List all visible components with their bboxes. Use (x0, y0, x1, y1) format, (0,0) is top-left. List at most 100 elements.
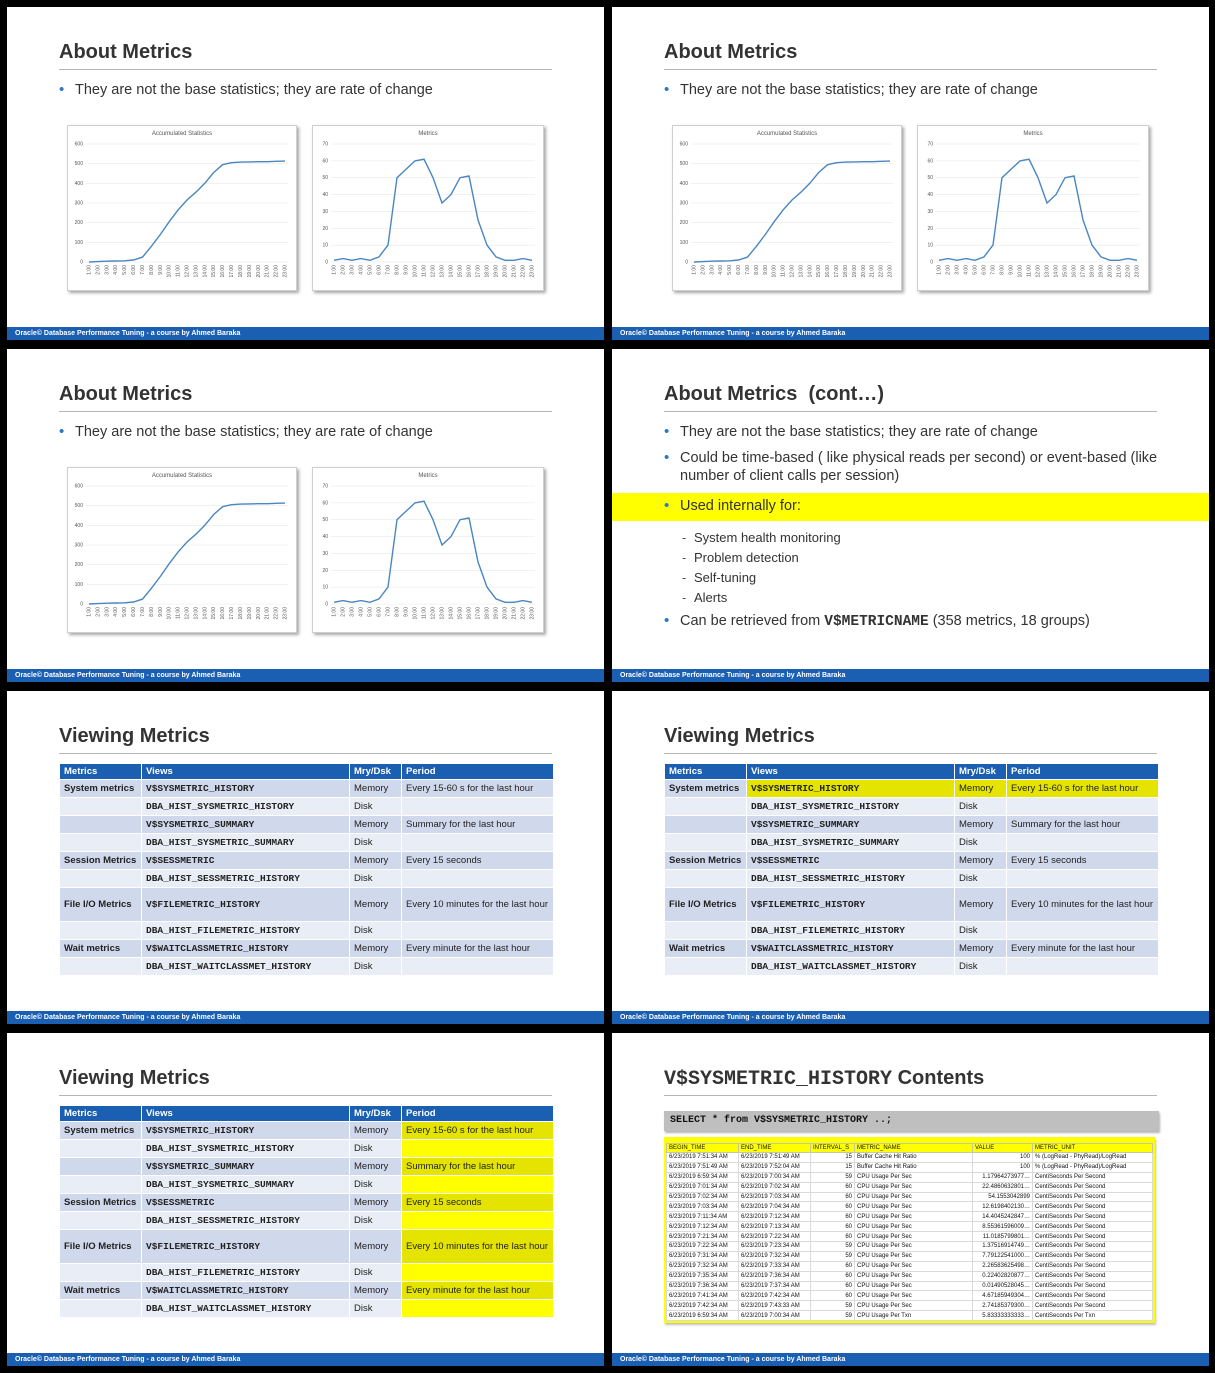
slide-title: V$SYSMETRIC_HISTORY Contents (664, 1067, 984, 1091)
x-tick-label: 1:00 (87, 607, 93, 617)
slide-title: About Metrics (cont…) (664, 383, 884, 405)
bullet-list: They are not the base statistics; they a… (59, 81, 564, 107)
grid-cell: CentiSeconds Per Txn (1032, 1310, 1153, 1322)
period-cell (401, 1139, 554, 1158)
grid-cell: CPU Usage Per Sec (854, 1201, 973, 1213)
x-tick-label: 12:00 (431, 607, 437, 620)
grid-column-header: INTERVAL_S (810, 1143, 855, 1153)
grid-cell: 6/23/2019 7:31:34 AM (666, 1250, 739, 1262)
chart-svg: Metrics 0 10 20 30 40 50 60 70 1:00 2:00 3:00 4:00 5:… (322, 131, 535, 278)
grid-row: 6/23/2019 6:59:34 AM 6/23/2019 7:00:34 AM… (666, 1310, 1153, 1322)
grid-cell: CPU Usage Per Sec (854, 1260, 973, 1272)
y-tick-label: 60 (927, 158, 933, 164)
column-header: Metrics (59, 1105, 142, 1122)
metrics-views-table: Metrics Views Mry/Dsk Period System metrics V… (664, 763, 1159, 976)
view-name-cell: DBA_HIST_WAITCLASSMET_HISTORY (141, 957, 350, 976)
period-cell (401, 1175, 554, 1194)
x-tick-label: 18:00 (1090, 265, 1096, 278)
x-tick-label: 5:00 (368, 607, 374, 617)
y-tick-label: 50 (322, 175, 328, 181)
x-tick-label: 18:00 (485, 265, 491, 278)
table-row: Wait metrics V$WAITCLASSMETRIC_HISTORY Mem… (59, 1281, 554, 1300)
x-tick-label: 16:00 (467, 607, 473, 620)
view-name-cell: DBA_HIST_SYSMETRIC_SUMMARY (141, 833, 350, 852)
grid-cell: CPU Usage Per Sec (854, 1290, 973, 1302)
view-name-cell: DBA_HIST_SYSMETRIC_HISTORY (746, 797, 955, 816)
grid-cell: 6/23/2019 7:52:04 AM (738, 1161, 811, 1173)
grid-cell: 4.67185949304… (972, 1290, 1033, 1302)
metric-category-cell (664, 797, 747, 816)
view-name-cell: V$SESSMETRIC (141, 851, 350, 870)
storage-cell: Memory (349, 1193, 402, 1212)
y-tick-label: 500 (680, 161, 689, 167)
title-code: V$SYSMETRIC_HISTORY (664, 1068, 893, 1091)
table-row: DBA_HIST_WAITCLASSMET_HISTORY Disk (59, 1299, 554, 1318)
column-header: Views (141, 1105, 350, 1122)
grid-cell: 6/23/2019 7:36:34 AM (738, 1270, 811, 1282)
grid-cell: 2.74185379300… (972, 1300, 1033, 1312)
x-tick-label: 13:00 (1045, 265, 1051, 278)
y-tick-label: 20 (322, 568, 328, 574)
period-cell (401, 797, 554, 816)
x-tick-label: 7:00 (745, 265, 751, 275)
metric-category-cell (59, 1139, 142, 1158)
x-tick-label: 4:00 (718, 265, 724, 275)
table-row: DBA_HIST_WAITCLASSMET_HISTORY Disk (59, 957, 554, 976)
bullet: Can be retrieved from V$METRICNAME (358 … (664, 612, 1169, 631)
y-tick-label: 500 (75, 503, 84, 509)
view-name-cell: DBA_HIST_SYSMETRIC_SUMMARY (141, 1175, 350, 1194)
x-tick-label: 16:00 (467, 265, 473, 278)
x-tick-label: 23:00 (530, 607, 536, 620)
grid-cell: 6/23/2019 7:22:34 AM (666, 1241, 739, 1252)
storage-cell: Disk (954, 957, 1007, 976)
x-tick-label: 22:00 (521, 607, 527, 620)
metric-category-cell (59, 1175, 142, 1194)
x-tick-label: 22:00 (1126, 265, 1132, 278)
x-tick-label: 16:00 (220, 607, 226, 620)
y-tick-label: 20 (927, 226, 933, 232)
x-tick-label: 19:00 (494, 265, 500, 278)
y-tick-label: 400 (680, 181, 689, 187)
x-tick-label: 4:00 (113, 265, 119, 275)
grid-cell: CPU Usage Per Txn (854, 1310, 973, 1322)
metric-category-cell (664, 957, 747, 976)
column-header: Mry/Dsk (349, 1105, 402, 1122)
grid-cell: 60 (810, 1191, 855, 1203)
title-rule (664, 1095, 1157, 1096)
grid-row: 6/23/2019 7:35:34 AM 6/23/2019 7:36:34 AM… (666, 1270, 1153, 1282)
storage-cell: Memory (349, 815, 402, 834)
grid-row: 6/23/2019 7:41:34 AM 6/23/2019 7:42:34 AM… (666, 1290, 1153, 1302)
grid-cell: CentiSeconds Per Second (1032, 1171, 1153, 1183)
x-tick-label: 9:00 (404, 265, 410, 275)
y-tick-label: 70 (927, 142, 933, 148)
slide-viewing-metrics-1: Viewing Metrics Metrics Views Mry/Dsk Perio… (7, 691, 604, 1024)
chart-title: Accumulated Statistics (152, 131, 212, 137)
x-tick-label: 14:00 (449, 607, 455, 620)
grid-cell: 6/23/2019 7:02:34 AM (738, 1181, 811, 1193)
column-header: Period (1006, 763, 1159, 780)
slide-about-metrics-1: About Metrics They are not the base stat… (7, 7, 604, 340)
x-tick-label: 11:00 (422, 265, 428, 277)
grid-cell: 100 (972, 1161, 1033, 1173)
metrics-chart: Metrics 0 10 20 30 40 50 60 70 1:00 2:00 3:00 4:00 5:… (312, 125, 544, 291)
grid-cell: 6/23/2019 7:21:34 AM (666, 1231, 739, 1243)
y-tick-label: 10 (927, 243, 933, 249)
slide-title: Viewing Metrics (59, 725, 210, 747)
view-name-cell: V$SESSMETRIC (746, 851, 955, 870)
grid-cell: 12.6198402130… (972, 1201, 1033, 1213)
period-cell (401, 1263, 554, 1282)
view-name-cell: DBA_HIST_SESSMETRIC_HISTORY (141, 869, 350, 888)
result-grid: BEGIN_TIME END_TIME INTERVAL_S METRIC_NAME V… (664, 1137, 1155, 1324)
x-tick-label: 2:00 (946, 265, 952, 275)
x-tick-label: 4:00 (964, 265, 970, 275)
metric-category-cell (664, 815, 747, 834)
x-tick-label: 15:00 (1063, 265, 1069, 278)
period-cell: Summary for the last hour (1006, 815, 1159, 834)
period-cell: Summary for the last hour (401, 1157, 554, 1176)
y-tick-label: 30 (322, 551, 328, 557)
x-tick-label: 7:00 (386, 265, 392, 275)
y-tick-label: 70 (322, 484, 328, 490)
grid-row: 6/23/2019 7:21:34 AM 6/23/2019 7:22:34 AM… (666, 1231, 1153, 1243)
metric-category-cell (59, 957, 142, 976)
storage-cell: Memory (349, 1157, 402, 1176)
